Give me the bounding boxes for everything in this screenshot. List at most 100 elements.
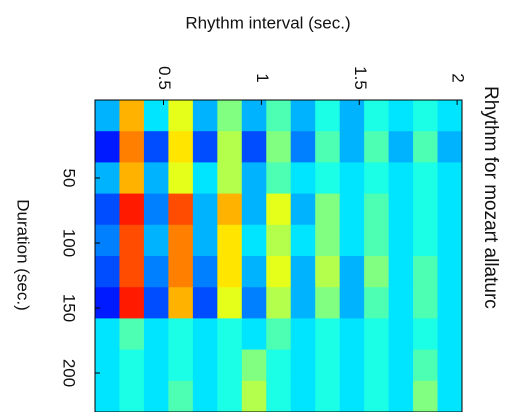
- heat-cell: [143, 131, 169, 163]
- heat-cell: [315, 100, 341, 132]
- heat-cell: [388, 162, 414, 195]
- heat-cell: [364, 131, 390, 163]
- heat-cell: [241, 100, 267, 132]
- heat-cell: [413, 380, 439, 412]
- heat-cell: [143, 318, 169, 351]
- heat-cell: [315, 380, 341, 412]
- heat-cell: [413, 131, 439, 163]
- x-tick-label: 1.5: [351, 66, 370, 90]
- heat-cell: [192, 224, 218, 257]
- heat-cell: [217, 100, 243, 132]
- heat-cell: [437, 224, 463, 257]
- heat-cell: [290, 131, 316, 163]
- heat-cell: [119, 100, 145, 132]
- heat-cell: [339, 193, 365, 226]
- heat-cell: [339, 380, 365, 412]
- heat-cell: [290, 349, 316, 382]
- heat-cell: [388, 131, 414, 163]
- heat-cell: [95, 224, 120, 257]
- heat-cell: [437, 349, 463, 382]
- heat-cell: [413, 162, 439, 195]
- heat-cell: [119, 193, 145, 226]
- heat-cell: [168, 193, 194, 226]
- chart-title: Rhythm for mozart allaturc: [480, 86, 501, 309]
- heat-cell: [217, 256, 243, 288]
- heat-cell: [95, 287, 120, 319]
- heat-cell: [364, 162, 390, 195]
- heat-cell: [168, 256, 194, 288]
- heat-cell: [364, 193, 390, 226]
- heat-cell: [192, 100, 218, 132]
- heat-cell: [339, 287, 365, 319]
- x-tick-label: 2: [449, 73, 468, 82]
- heat-cell: [339, 256, 365, 288]
- heat-cell: [339, 162, 365, 195]
- heat-cell: [241, 224, 267, 257]
- heat-cell: [119, 224, 145, 257]
- heatmap: [95, 100, 463, 412]
- heat-cell: [388, 380, 414, 412]
- heat-cell: [315, 224, 341, 257]
- heat-cell: [241, 131, 267, 163]
- heat-cell: [241, 256, 267, 288]
- heat-cell: [95, 256, 120, 288]
- heat-cell: [241, 193, 267, 226]
- heat-cell: [315, 256, 341, 288]
- heat-cell: [364, 224, 390, 257]
- heat-cell: [192, 287, 218, 319]
- heat-cell: [388, 287, 414, 319]
- heat-cell: [290, 287, 316, 319]
- heat-cell: [290, 256, 316, 288]
- heat-cell: [119, 380, 145, 412]
- heat-cell: [388, 100, 414, 132]
- heat-cell: [266, 380, 292, 412]
- heat-cell: [95, 380, 120, 412]
- heat-cell: [168, 162, 194, 195]
- heat-cell: [413, 193, 439, 226]
- heat-cell: [437, 287, 463, 319]
- heat-cell: [437, 162, 463, 195]
- heat-cell: [241, 349, 267, 382]
- heat-cell: [266, 287, 292, 319]
- heat-cell: [364, 256, 390, 288]
- heat-cell: [119, 256, 145, 288]
- heat-cell: [388, 349, 414, 382]
- heat-cell: [364, 349, 390, 382]
- heat-cell: [413, 256, 439, 288]
- heat-cell: [143, 287, 169, 319]
- heat-cell: [192, 349, 218, 382]
- heat-cell: [290, 100, 316, 132]
- heat-cell: [143, 100, 169, 132]
- heat-cell: [437, 193, 463, 226]
- heat-cell: [241, 380, 267, 412]
- heat-cell: [217, 162, 243, 195]
- heat-cell: [339, 224, 365, 257]
- heat-cell: [143, 162, 169, 195]
- heat-cell: [437, 131, 463, 163]
- heat-cell: [217, 193, 243, 226]
- heat-cell: [315, 193, 341, 226]
- heat-cell: [168, 318, 194, 351]
- y-tick-label: 100: [60, 229, 79, 257]
- heat-cell: [315, 131, 341, 163]
- heat-cell: [168, 100, 194, 132]
- heat-cell: [119, 287, 145, 319]
- heat-cell: [217, 318, 243, 351]
- heat-cell: [241, 318, 267, 351]
- heat-cell: [241, 162, 267, 195]
- heat-cell: [143, 193, 169, 226]
- heat-cell: [192, 131, 218, 163]
- heat-cell: [364, 380, 390, 412]
- heat-cell: [168, 349, 194, 382]
- x-tick-label: 1: [253, 73, 272, 82]
- heat-cell: [217, 224, 243, 257]
- heat-cell: [388, 193, 414, 226]
- heat-cell: [95, 318, 120, 351]
- heat-cell: [266, 349, 292, 382]
- heat-cell: [217, 380, 243, 412]
- heat-cell: [241, 287, 267, 319]
- heat-cell: [364, 318, 390, 351]
- plot-frame: [94, 99, 463, 412]
- heat-cell: [266, 256, 292, 288]
